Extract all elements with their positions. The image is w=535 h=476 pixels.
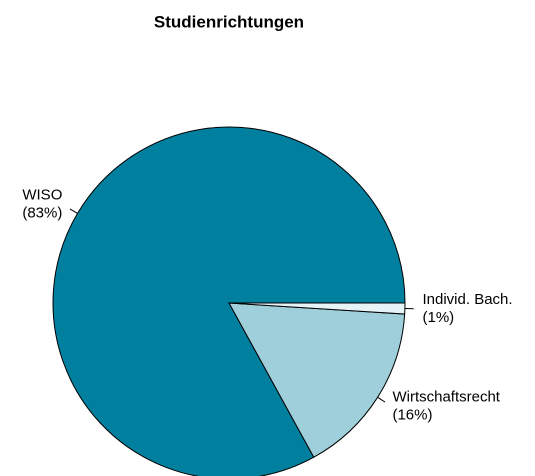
slice-label: Wirtschaftsrecht: [392, 389, 500, 406]
slice-value-label: (1%): [423, 309, 455, 326]
pie-slice: [228, 302, 406, 458]
leader-line: [69, 208, 78, 214]
chart-title: Studienrichtungen: [154, 12, 304, 31]
slice-label: WISO: [22, 186, 62, 203]
pie-slice: [52, 126, 406, 476]
slice-value-label: (83%): [22, 204, 62, 221]
slice-label: Individ. Bach.: [423, 291, 513, 308]
slice-value-label: (16%): [392, 407, 432, 424]
leader-line: [377, 396, 386, 403]
